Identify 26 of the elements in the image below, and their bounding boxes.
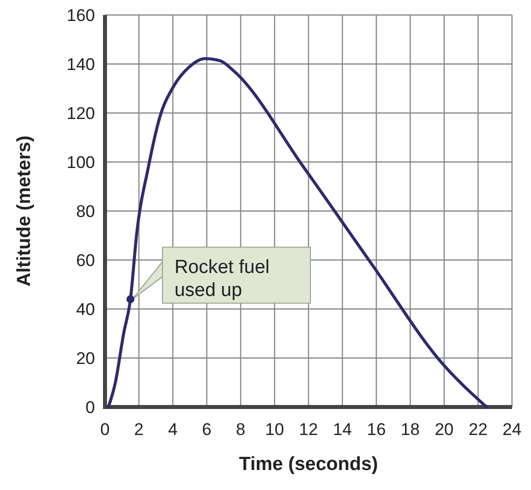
annotation: Rocket fuel used up: [174, 257, 270, 302]
y-tick-label: 40: [76, 300, 95, 319]
x-tick-label: 24: [502, 420, 522, 439]
y-tick-label: 160: [66, 6, 95, 25]
x-tick-label: 6: [202, 420, 212, 439]
x-tick-label: 14: [332, 420, 352, 439]
x-tick-label: 2: [134, 420, 144, 439]
y-tick-label: 80: [76, 202, 95, 221]
x-tick-label: 0: [100, 420, 110, 439]
x-tick-label: 12: [299, 420, 318, 439]
y-tick-label: 20: [76, 349, 95, 368]
x-tick-label: 4: [168, 420, 178, 439]
x-axis-title: Time (seconds): [238, 454, 378, 475]
x-tick-label: 10: [265, 420, 284, 439]
y-tick-label: 120: [66, 104, 95, 123]
x-tick-label: 18: [400, 420, 420, 439]
y-tick-label: 60: [76, 251, 95, 270]
y-tick-label: 0: [86, 398, 95, 417]
x-tick-label: 22: [468, 420, 488, 439]
y-tick-label: 140: [66, 55, 95, 74]
line-series: [106, 57, 488, 408]
y-tick-label: 100: [66, 153, 95, 172]
x-tick-label: 8: [236, 420, 246, 439]
y-axis-title: Altitude (meters): [14, 136, 35, 286]
x-tick-label: 20: [434, 420, 454, 439]
x-tick-label: 16: [366, 420, 386, 439]
